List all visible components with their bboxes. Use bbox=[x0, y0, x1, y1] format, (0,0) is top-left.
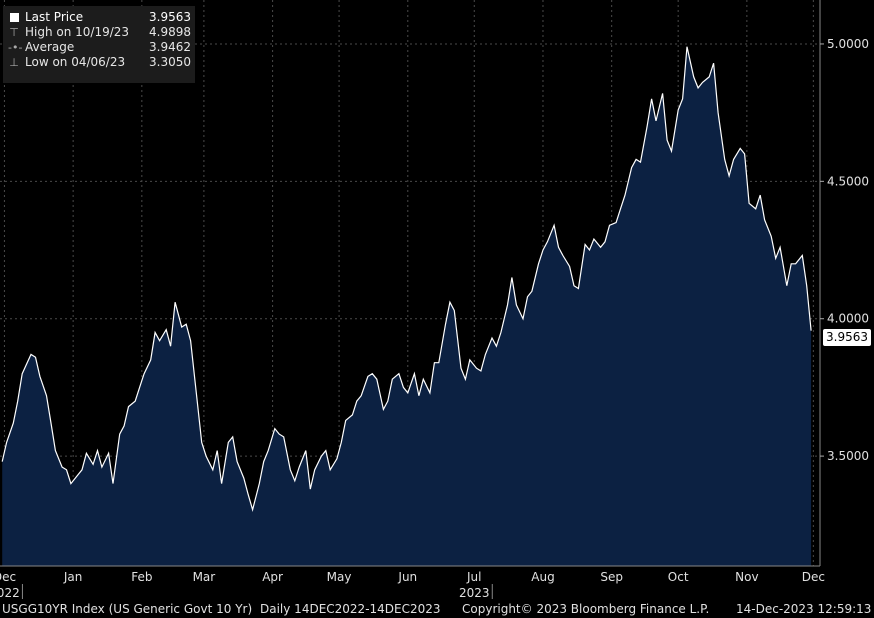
footer-range: Daily 14DEC2022-14DEC2023 bbox=[260, 602, 441, 616]
x-tick-label: Sep bbox=[600, 570, 623, 584]
footer-copyright: Copyright© 2023 Bloomberg Finance L.P. bbox=[462, 602, 710, 616]
footer: USGG10YR Index (US Generic Govt 10 Yr) D… bbox=[0, 600, 874, 618]
legend-item-average: -•- Average 3.9462 bbox=[3, 40, 195, 55]
y-tick-label: 4.0000 bbox=[827, 312, 869, 326]
x-tick-label: Dec bbox=[0, 570, 16, 584]
x-tick-label: Oct bbox=[668, 570, 689, 584]
legend-value: 3.3050 bbox=[149, 55, 191, 69]
price-area bbox=[2, 46, 812, 566]
x-tick-label: Jul bbox=[466, 570, 481, 584]
square-icon bbox=[8, 11, 20, 27]
x-year-label: 2022 bbox=[0, 586, 20, 600]
x-tick-label: Aug bbox=[531, 570, 554, 584]
high-marker-icon: ⊤ bbox=[9, 26, 19, 39]
y-tick-label: 3.5000 bbox=[827, 449, 869, 463]
legend: Last Price 3.9563 ⊤ High on 10/19/23 4.9… bbox=[3, 6, 195, 83]
x-tick-label: Jan bbox=[63, 570, 83, 584]
last-price-badge: 3.9563 bbox=[823, 329, 871, 346]
y-axis-ticks: 5.0000 4.5000 4.0000 3.5000 bbox=[820, 37, 869, 463]
legend-label: Last Price bbox=[25, 10, 84, 24]
legend-item-high: ⊤ High on 10/19/23 4.9898 bbox=[3, 25, 195, 40]
x-tick-label: Apr bbox=[262, 570, 283, 584]
x-tick-label: Feb bbox=[131, 570, 152, 584]
x-tick-label: Nov bbox=[735, 570, 758, 584]
footer-timestamp: 14-Dec-2023 12:59:13 bbox=[736, 602, 872, 616]
legend-value: 3.9563 bbox=[149, 10, 191, 24]
price-line bbox=[1, 46, 812, 512]
x-year-label: 2023 bbox=[459, 586, 490, 600]
legend-label: Average bbox=[25, 40, 75, 54]
legend-item-last-price: Last Price 3.9563 bbox=[3, 10, 195, 25]
y-tick-label: 4.5000 bbox=[827, 174, 869, 188]
footer-ticker: USGG10YR Index (US Generic Govt 10 Yr) bbox=[2, 602, 253, 616]
low-marker-icon: ⊥ bbox=[9, 56, 19, 69]
x-tick-label: Jun bbox=[397, 570, 417, 584]
x-tick-label: May bbox=[327, 570, 352, 584]
legend-label: Low on 04/06/23 bbox=[25, 55, 126, 69]
x-tick-label: Dec bbox=[802, 570, 825, 584]
legend-label: High on 10/19/23 bbox=[25, 25, 130, 39]
legend-value: 4.9898 bbox=[149, 25, 191, 39]
legend-value: 3.9462 bbox=[149, 40, 191, 54]
average-marker-icon: -•- bbox=[8, 41, 23, 54]
x-tick-label: Mar bbox=[193, 570, 216, 584]
y-tick-label: 5.0000 bbox=[827, 37, 869, 51]
legend-item-low: ⊥ Low on 04/06/23 3.3050 bbox=[3, 55, 195, 70]
x-axis-ticks: Dec 2022 Jan Feb Mar Apr May Jun Jul 2023 Aug Sep Oc… bbox=[0, 570, 825, 600]
